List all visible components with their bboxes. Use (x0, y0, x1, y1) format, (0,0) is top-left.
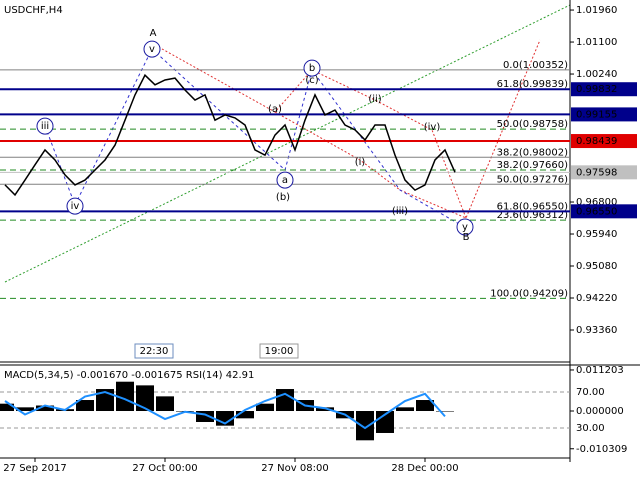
macd-bar (396, 407, 414, 412)
y-tick-label: 1.00240 (576, 69, 617, 80)
macd-bar (36, 405, 54, 412)
price-tag (571, 204, 637, 219)
wave-label: (b) (276, 192, 290, 203)
wave-circle (36, 117, 54, 135)
wave-label: (a) (268, 104, 282, 115)
x-tick-label: 28 Dec 00:00 (391, 463, 458, 474)
macd-bar (256, 403, 274, 412)
wave-line (154, 44, 467, 219)
macd-bar (356, 411, 374, 441)
fib-label: 50.0(0.97276) (497, 174, 569, 185)
price-tag-label: 0.97598 (576, 167, 617, 178)
y-tick-label: 0.93360 (576, 325, 617, 336)
fib-label: 61.8(0.99839) (497, 79, 569, 90)
wave-circle (66, 197, 84, 215)
macd-bar (276, 389, 294, 412)
macd-bar (416, 400, 434, 412)
x-tick-label: 27 Sep 2017 (3, 463, 66, 474)
y-tick-label: -0.010309 (576, 444, 627, 455)
wave-circle (303, 59, 321, 77)
y-tick-label: 0.95940 (576, 229, 617, 240)
price-tag (571, 134, 637, 149)
trend-line (4, 4, 571, 283)
wave-label: (iv) (424, 122, 441, 133)
y-tick-label: 1.01100 (576, 37, 617, 48)
wave-label: iv (71, 201, 80, 212)
wave-circle (143, 40, 161, 58)
fib-label: 23.6(0.96312) (497, 210, 569, 221)
y2-tick-label: 70.00 (576, 387, 605, 398)
wave-label: iii (41, 121, 49, 132)
indicator-title: MACD(5,34,5) -0.001670 -0.001675 RSI(14)… (4, 370, 254, 381)
fib-label: 38.2(0.97660) (497, 160, 569, 171)
rsi-line (4, 390, 446, 430)
fib-label: 61.8(0.96550) (497, 201, 569, 212)
y-tick-label: 0.94220 (576, 293, 617, 304)
x-tick-label: 27 Nov 08:00 (261, 463, 328, 474)
price-tag (571, 82, 637, 97)
wave-label: (ii) (368, 94, 381, 105)
toolbar-box[interactable] (259, 343, 299, 359)
wave-circle (276, 171, 294, 189)
wave-label: B (463, 232, 470, 243)
macd-bar (436, 411, 454, 412)
toolbar-box[interactable] (134, 343, 174, 359)
macd-bar (116, 381, 134, 412)
price-tag (571, 107, 637, 122)
toolbar-label[interactable]: 19:00 (265, 346, 294, 357)
wave-label: A (150, 28, 157, 39)
macd-bar (16, 407, 34, 412)
wave-label: (c) (305, 75, 318, 86)
macd-bar (196, 411, 214, 422)
fib-label: 100.0(0.94209) (490, 288, 568, 299)
price-tag-label: 0.99155 (576, 109, 617, 120)
macd-bar (236, 411, 254, 419)
fib-label: 38.2(0.98002) (497, 147, 569, 158)
x-tick-label: 27 Oct 00:00 (132, 463, 197, 474)
wave-label: y (462, 222, 468, 233)
y-tick-label: 0.011203 (576, 365, 624, 376)
y-tick-label: 0.95080 (576, 261, 617, 272)
chart-title: USDCHF,H4 (4, 5, 63, 16)
fib-label: 0.0(1.00352) (503, 60, 568, 71)
y2-tick-label: 30.00 (576, 423, 605, 434)
macd-bar (76, 400, 94, 412)
macd-bar (136, 385, 154, 412)
wave-label: (iii) (392, 206, 408, 217)
wave-line (274, 39, 541, 219)
y-tick-label: 0.96800 (576, 197, 617, 208)
toolbar-label[interactable]: 22:30 (140, 346, 169, 357)
wave-label: b (309, 63, 315, 74)
wave-label: (i) (355, 157, 366, 168)
wave-label: a (282, 175, 288, 186)
wave-circle (456, 218, 474, 236)
price-tag-label: 0.98439 (576, 136, 617, 147)
fib-label: 50.0(0.98758) (497, 119, 569, 130)
y-tick-label: 0.000000 (576, 406, 624, 417)
price-tag-label: 0.96550 (576, 206, 617, 217)
price-tag (571, 165, 637, 180)
price-tag-label: 0.99832 (576, 84, 617, 95)
wave-label: v (149, 44, 155, 55)
macd-bar (156, 396, 174, 412)
y-tick-label: 1.01960 (576, 5, 617, 16)
macd-bar (0, 403, 14, 412)
price-line (4, 73, 456, 197)
